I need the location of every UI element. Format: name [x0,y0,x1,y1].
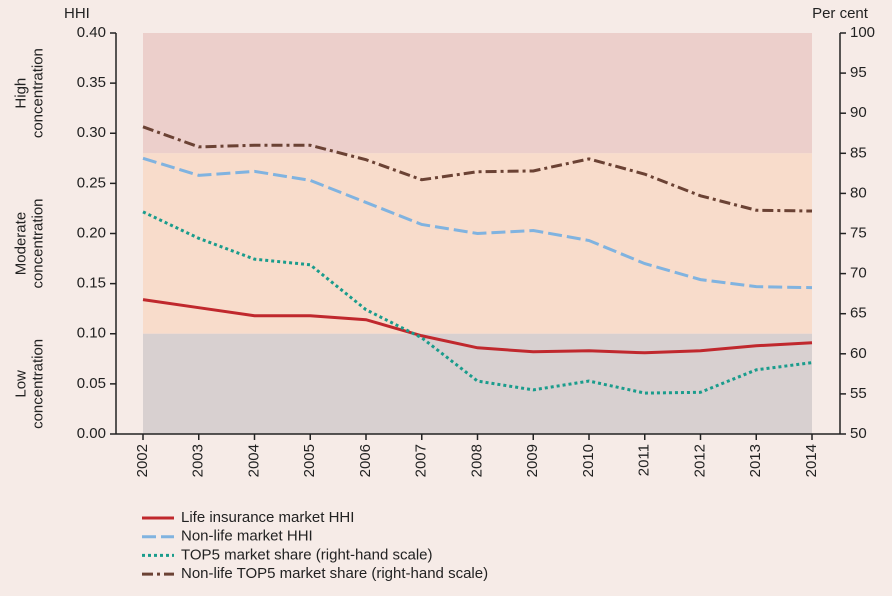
band-label-line: concentration [29,198,46,288]
band-label-line: concentration [29,339,46,429]
y2-tick-label: 95 [850,64,867,81]
series-line [142,210,813,395]
band-label-line: Moderate [12,212,29,275]
x-tick-label: 2007 [413,444,430,477]
band-label: Highconcentration [12,48,46,138]
y2-tick-label: 55 [850,385,867,402]
y-axis-title: HHI [64,5,90,22]
y-tick-label: 0.25 [77,174,106,191]
y2-tick-label: 100 [850,24,875,41]
x-tick-label: 2010 [580,444,597,477]
y-tick-label: 0.20 [77,224,106,241]
y2-tick-label: 50 [850,425,867,442]
y2-tick-label: 60 [850,345,867,362]
x-tick-label: 2009 [524,444,541,477]
y2-axis-title: Per cent [812,5,869,22]
y-tick-label: 0.10 [77,325,106,342]
x-tick-label: 2011 [636,444,653,476]
series-line [142,156,813,290]
band-label-line: concentration [29,48,46,138]
y-tick-label: 0.00 [77,425,106,442]
series-line [142,125,813,213]
x-tick-label: 2006 [357,444,374,477]
legend-label: Non-life market HHI [181,528,313,545]
y-tick-label: 0.15 [77,275,106,292]
band-label-line: High [12,78,29,109]
band-label: Lowconcentration [12,339,46,429]
x-tick-label: 2002 [134,444,151,477]
y2-tick-label: 85 [850,144,867,161]
legend-label: TOP5 market share (right-hand scale) [181,546,433,563]
x-tick-label: 2012 [691,444,708,477]
y2-tick-label: 65 [850,305,867,322]
x-tick-label: 2008 [468,444,485,477]
y2-tick-label: 90 [850,104,867,121]
y-tick-label: 0.35 [77,74,106,91]
concentration-band [143,153,812,334]
x-tick-label: 2014 [803,444,820,477]
y2-tick-label: 75 [850,224,867,241]
legend-label: Non-life TOP5 market share (right-hand s… [181,565,488,582]
y-tick-label: 0.40 [77,24,106,41]
x-tick-label: 2004 [245,444,262,477]
y-tick-label: 0.30 [77,124,106,141]
x-tick-label: 2013 [747,444,764,477]
y-tick-label: 0.05 [77,375,106,392]
series-line [142,298,813,355]
y2-tick-label: 80 [850,184,867,201]
y2-tick-label: 70 [850,265,867,282]
x-tick-label: 2003 [190,444,207,477]
x-tick-label: 2005 [301,444,318,477]
legend-label: Life insurance market HHI [181,509,354,526]
band-label-line: Low [12,370,29,398]
concentration-band [143,33,812,154]
band-label: Moderateconcentration [12,198,46,288]
